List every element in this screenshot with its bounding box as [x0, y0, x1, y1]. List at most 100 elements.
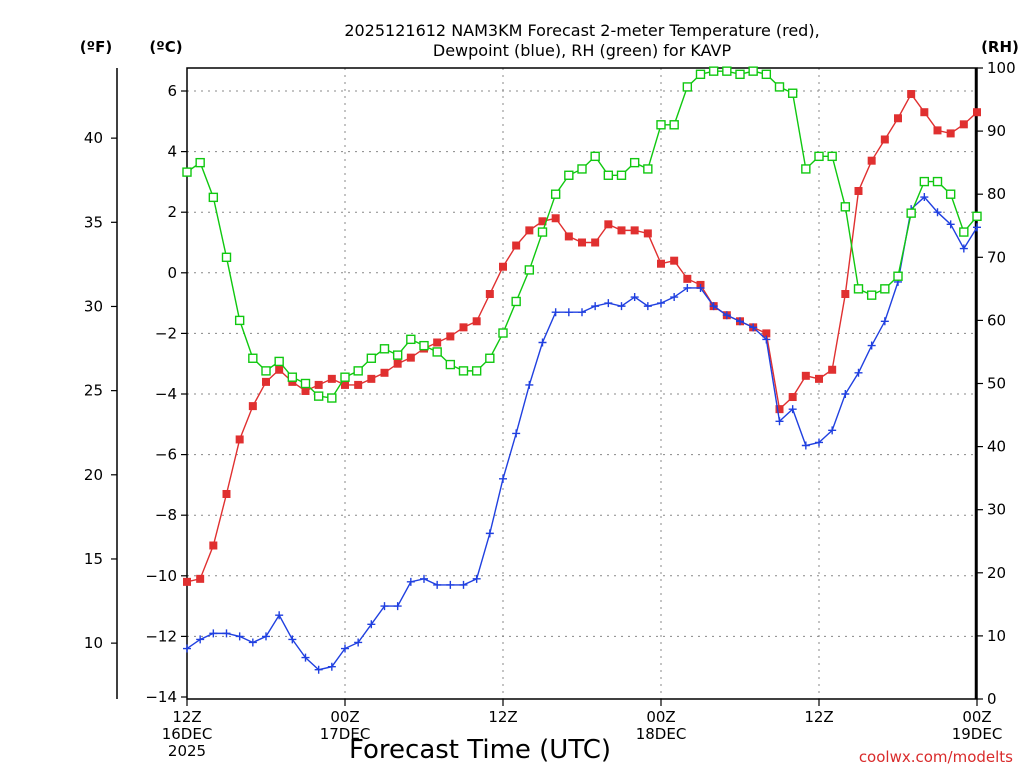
x-tick-label: 16DEC: [162, 725, 213, 743]
rh-point: [959, 227, 969, 237]
axes: −14−12−10−8−6−4−202461015202530354001020…: [84, 59, 1016, 760]
temperature-point: [367, 374, 376, 383]
x-tick-label: 12Z: [804, 708, 833, 726]
x-tick-label: 12Z: [172, 708, 201, 726]
rh-point: [932, 176, 943, 187]
x-axis-title: Forecast Time (UTC): [349, 735, 611, 765]
celsius-unit-label: (ºC): [149, 38, 182, 56]
dewpoint-point: [709, 302, 718, 311]
dewpoint-point: [604, 299, 613, 308]
dewpoint-point: [591, 302, 600, 311]
dewpoint-point: [736, 317, 744, 326]
temperature-point: [472, 317, 481, 326]
rh-point: [195, 157, 205, 168]
rh-point: [603, 170, 614, 180]
dewpoint-point: [880, 317, 889, 326]
temperature-point: [525, 226, 534, 235]
title-line-2: Dewpoint (blue), RH (green) for KAVP: [433, 41, 732, 60]
temperature-point: [578, 238, 586, 247]
rh-point: [498, 328, 508, 338]
dewpoint-point: [959, 244, 968, 253]
temperature-point: [248, 402, 257, 411]
dewpoint-point: [499, 474, 507, 483]
rh-point: [827, 151, 837, 162]
rh-point: [406, 334, 416, 345]
rh-point: [801, 164, 811, 174]
rh-series: [182, 66, 982, 403]
temperature-point: [183, 577, 191, 586]
dewpoint-point: [828, 426, 837, 435]
rh-point: [366, 353, 377, 363]
temperature-point: [459, 323, 468, 332]
temperature-point: [920, 108, 929, 117]
dewpoint-line: [186, 196, 978, 671]
celsius-tick-label: −2: [155, 324, 177, 342]
dewpoint-point: [657, 299, 665, 308]
dewpoint-point: [433, 580, 442, 589]
temperature-point: [617, 226, 626, 235]
rh-point: [590, 151, 600, 162]
temperature-point: [393, 359, 402, 368]
fahrenheit-tick-label: 40: [84, 129, 103, 147]
temperature-point: [854, 186, 863, 195]
celsius-tick-label: 6: [167, 82, 177, 100]
dewpoint-point: [196, 635, 205, 644]
temperature-point: [499, 262, 507, 271]
rh-point: [945, 189, 956, 199]
dewpoint-point: [538, 338, 547, 347]
x-tick-label: 12Z: [488, 708, 517, 726]
fahrenheit-tick-label: 30: [84, 297, 103, 315]
dewpoint-point: [354, 638, 363, 647]
dewpoint-point: [367, 620, 376, 629]
celsius-tick-label: −4: [155, 385, 177, 403]
temperature-point: [564, 232, 573, 241]
rh-tick-label: 60: [987, 311, 1006, 329]
temperature-point: [262, 377, 270, 386]
temperature-point: [341, 380, 349, 389]
dewpoint-point: [670, 293, 679, 302]
rh-point: [708, 66, 719, 76]
rh-tick-label: 50: [987, 375, 1006, 393]
dewpoint-point: [235, 632, 244, 641]
x-tick-label: 00Z: [646, 708, 675, 726]
rh-point: [774, 82, 785, 92]
rh-point: [577, 164, 587, 174]
temperature-point: [538, 217, 547, 226]
rh-unit-label: (RH): [981, 38, 1019, 56]
dewpoint-point: [327, 662, 336, 671]
dewpoint-point: [578, 308, 586, 317]
dewpoint-point: [262, 632, 270, 641]
rh-point: [880, 284, 890, 294]
dewpoint-point: [248, 638, 257, 647]
dewpoint-point: [512, 429, 521, 438]
temperature-point: [354, 380, 363, 389]
dewpoint-series: [183, 193, 981, 674]
rh-tick-label: 90: [987, 122, 1006, 140]
temperature-point: [643, 229, 652, 238]
rh-point: [537, 227, 548, 237]
x-tick-label: 00Z: [330, 708, 359, 726]
temperature-point: [222, 489, 231, 498]
rh-point: [616, 170, 627, 180]
temperature-point: [433, 338, 442, 347]
rh-point: [419, 340, 429, 351]
rh-point: [669, 120, 679, 130]
rh-point: [300, 378, 311, 389]
dewpoint-point: [775, 417, 784, 426]
rh-point: [287, 372, 298, 382]
dewpoint-point: [275, 611, 284, 620]
fahrenheit-tick-label: 10: [84, 634, 103, 652]
temperature-point: [907, 90, 916, 99]
temperature-point: [788, 393, 797, 402]
temperature-point: [657, 259, 665, 268]
temperature-point: [512, 241, 521, 250]
rh-point: [787, 88, 798, 98]
temperature-point: [867, 156, 876, 165]
rh-point: [853, 284, 864, 294]
temperature-point: [801, 371, 810, 380]
rh-point: [735, 69, 745, 80]
dewpoint-point: [551, 308, 560, 317]
dewpoint-point: [801, 441, 810, 450]
dewpoint-point: [314, 665, 323, 674]
